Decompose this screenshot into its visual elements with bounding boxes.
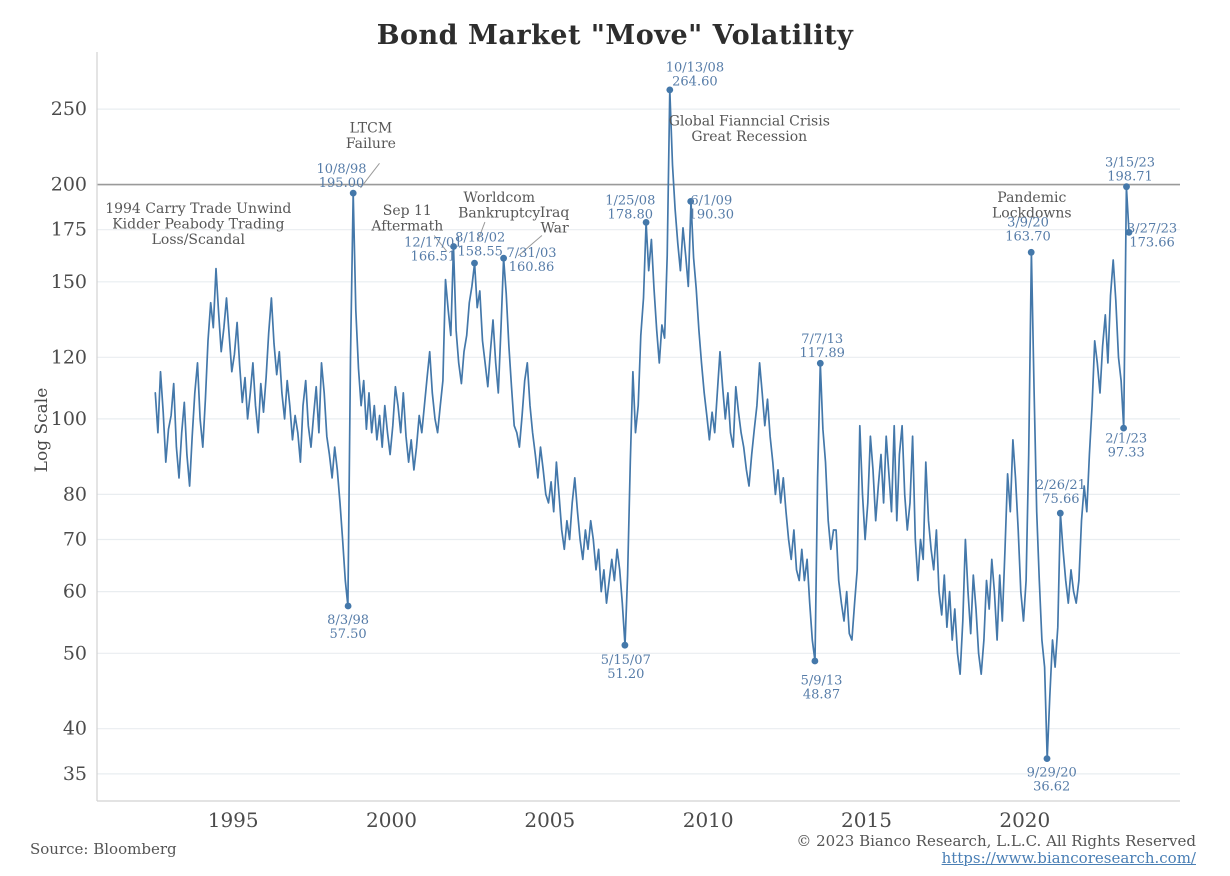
annotation-label: 5/15/07 51.20 [601,653,651,682]
y-axis-tick-label: 80 [63,483,87,505]
annotation-label: 7/31/03 160.86 [506,246,556,275]
chart-title: Bond Market "Move" Volatility [376,20,854,51]
y-axis-tick-label: 70 [63,529,87,551]
y-axis-tick-label: 40 [63,718,87,740]
copyright-text: © 2023 Bianco Research, L.L.C. All Right… [796,832,1196,850]
annotation-label: 2/26/21 75.66 [1036,478,1086,507]
annotation-label: 7/7/13 117.89 [799,332,845,361]
y-axis-tick-label: 100 [51,408,87,430]
series-line [154,89,1130,760]
annotation-label: 12/17/01 166.51 [404,236,462,265]
x-axis-tick-label: 2000 [366,808,417,832]
data-point-marker [1043,755,1051,762]
event-leader-line [477,221,486,242]
annotation-label: 3/15/23 198.71 [1105,156,1155,185]
x-axis-tick-label: 2005 [524,808,575,832]
data-point-marker [1125,228,1133,236]
annotation-label: 2/1/23 97.33 [1105,431,1147,460]
data-point-marker [1123,183,1130,191]
data-point-marker [1027,248,1035,256]
y-axis-tick-label: 60 [63,581,87,603]
annotation-label: 8/18/02 158.55 [455,231,505,260]
event-leader-line [360,162,380,189]
event-label: LTCM Failure [346,121,396,153]
data-point-marker [349,189,357,197]
x-axis-tick-label: 2015 [841,808,892,832]
annotation-label: 10/8/98 195.00 [316,162,366,191]
x-axis-tick-label: 2010 [683,808,734,832]
annotation-label: 3/9/20 163.70 [1005,216,1051,245]
annotation-label: 8/3/98 57.50 [327,613,369,642]
data-point-marker [666,86,674,94]
data-point-marker [471,259,478,267]
data-point-marker [642,219,650,226]
x-axis-tick-label: 2020 [999,808,1050,832]
data-point-marker [687,198,695,205]
y-axis-tick-label: 175 [51,219,87,241]
event-label: Sep 11 Aftermath [370,203,443,235]
data-point-marker [344,602,352,610]
footer-link[interactable]: https://www.biancoresearch.com/ [941,848,1196,867]
event-label: Pandemic Lockdowns [992,190,1072,222]
event-label: Worldcom Bankruptcy [458,190,540,222]
annotation-label: 10/13/08 264.60 [666,60,724,89]
y-axis-tick-label: 50 [63,642,87,664]
annotation-label: 3/27/23 173.66 [1127,222,1177,251]
y-axis-tick-label: 200 [51,174,87,196]
y-axis-tick-label: 35 [63,763,87,785]
y-axis-tick-label: 120 [51,346,87,368]
event-label: Global Fianncial Crisis Great Recession [669,113,830,145]
event-leader-line [517,235,543,257]
annotation-label: 5/9/13 48.87 [801,673,843,702]
data-point-marker [811,657,819,665]
event-leader-line [433,235,448,252]
data-point-marker [500,254,507,262]
y-axis-tick-label: 150 [51,271,87,293]
annotation-label: 9/29/20 36.62 [1027,766,1077,795]
data-point-marker [1056,509,1064,517]
data-point-marker [816,359,824,367]
source-text: Source: Bloomberg [30,840,177,858]
y-axis-tick-label: 250 [51,98,87,120]
x-axis-tick-label: 1995 [208,808,259,832]
event-label: 1994 Carry Trade Unwind Kidder Peabody Tr… [105,201,291,248]
annotation-label: 1/25/08 178.80 [605,193,655,222]
data-point-marker [1120,424,1127,432]
event-label: Iraq War [540,205,570,237]
data-point-marker [450,243,457,250]
data-point-marker [621,641,629,649]
annotation-label: 6/1/09 190.30 [689,193,735,222]
footer: © 2023 Bianco Research, L.L.C. All Right… [796,832,1196,867]
